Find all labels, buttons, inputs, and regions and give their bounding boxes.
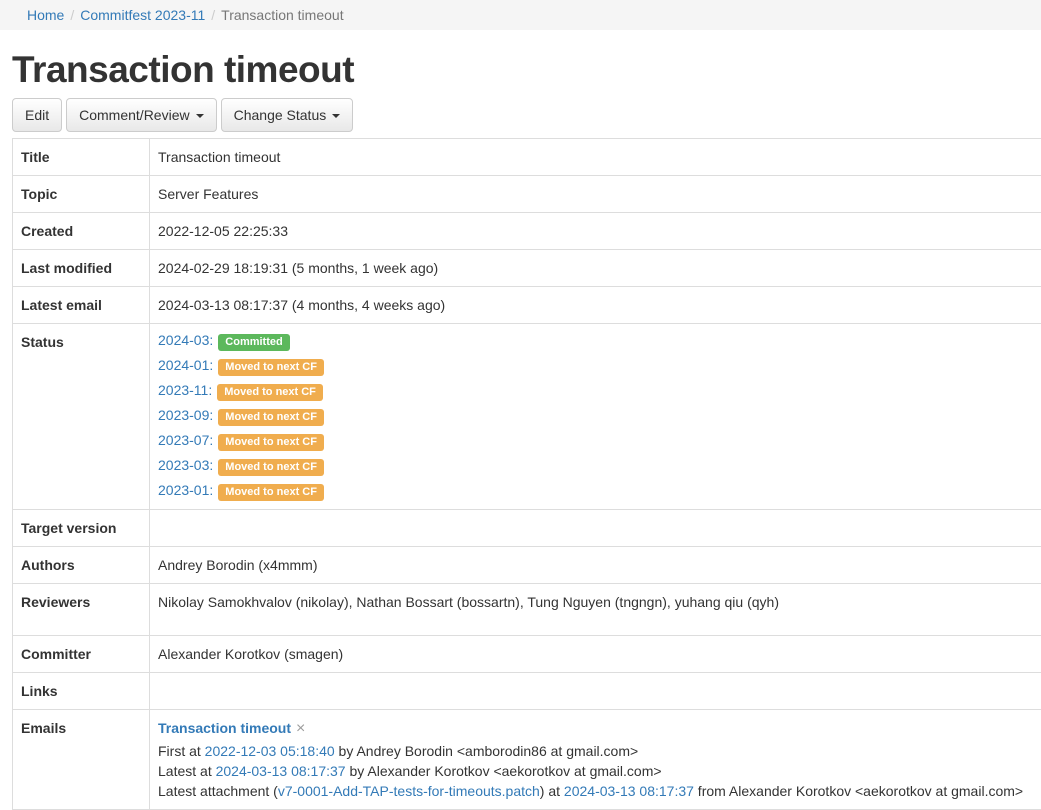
change-status-button[interactable]: Change Status	[221, 98, 354, 132]
email-attachment-mid: ) at	[540, 783, 564, 799]
row-label: Created	[13, 213, 150, 250]
comment-review-button[interactable]: Comment/Review	[66, 98, 216, 132]
status-entry: 2023-09: Moved to next CF	[158, 407, 1041, 426]
status-entry: 2023-03: Moved to next CF	[158, 457, 1041, 476]
commitfest-2023-03-link[interactable]: 2023-03	[158, 457, 209, 473]
breadcrumb-current-page: Transaction timeout	[221, 7, 343, 23]
row-value: Andrey Borodin (x4mmm)	[150, 547, 1041, 584]
row-label: Status	[13, 324, 150, 510]
email-first-date-link[interactable]: 2022-12-03 05:18:40	[205, 743, 335, 759]
breadcrumb-separator: /	[205, 7, 221, 23]
status-entry: 2024-03: Committed	[158, 332, 1041, 351]
row-value: 2022-12-05 22:25:33	[150, 213, 1041, 250]
row-value: Nikolay Samokhvalov (nikolay), Nathan Bo…	[150, 584, 1041, 636]
breadcrumb-commitfest-link[interactable]: Commitfest 2023-11	[80, 7, 205, 23]
status-entry: 2024-01: Moved to next CF	[158, 357, 1041, 376]
table-row-last-modified: Last modified 2024-02-29 18:19:31 (5 mon…	[13, 250, 1041, 287]
row-value: Server Features	[150, 176, 1041, 213]
patch-detail-table: Title Transaction timeout Topic Server F…	[12, 138, 1041, 810]
caret-down-icon	[196, 114, 204, 118]
status-badge-committed: Committed	[218, 334, 289, 351]
table-row-topic: Topic Server Features	[13, 176, 1041, 213]
breadcrumb: Home/Commitfest 2023-11/Transaction time…	[0, 0, 1041, 30]
row-label: Emails	[13, 710, 150, 810]
commitfest-2023-09-link[interactable]: 2023-09	[158, 407, 209, 423]
status-colon: :	[209, 357, 213, 373]
email-first-author: by Andrey Borodin <amborodin86 at gmail.…	[335, 743, 639, 759]
breadcrumb-separator: /	[64, 7, 80, 23]
status-entry: 2023-07: Moved to next CF	[158, 432, 1041, 451]
status-badge-moved: Moved to next CF	[218, 409, 324, 426]
breadcrumb-home-link[interactable]: Home	[27, 7, 64, 23]
status-badge-moved: Moved to next CF	[218, 434, 324, 451]
email-first-line: First at 2022-12-03 05:18:40 by Andrey B…	[158, 741, 1041, 761]
status-badge-moved: Moved to next CF	[217, 384, 323, 401]
detach-thread-icon[interactable]: ×	[296, 720, 305, 737]
row-value: 2024-03-13 08:17:37 (4 months, 4 weeks a…	[150, 287, 1041, 324]
row-label: Reviewers	[13, 584, 150, 636]
table-row-title: Title Transaction timeout	[13, 139, 1041, 176]
main-content: Transaction timeout Edit Comment/Review Ch…	[0, 50, 1041, 810]
commitfest-2023-07-link[interactable]: 2023-07	[158, 432, 209, 448]
status-colon: :	[209, 482, 213, 498]
status-colon: :	[209, 332, 213, 348]
row-value: Transaction timeout	[150, 139, 1041, 176]
row-label: Title	[13, 139, 150, 176]
commitfest-2024-01-link[interactable]: 2024-01	[158, 357, 209, 373]
row-value	[150, 510, 1041, 547]
status-colon: :	[209, 432, 213, 448]
row-label: Committer	[13, 636, 150, 673]
commitfest-2023-01-link[interactable]: 2023-01	[158, 482, 209, 498]
row-label: Latest email	[13, 287, 150, 324]
status-colon: :	[208, 382, 212, 398]
status-badge-moved: Moved to next CF	[218, 484, 324, 501]
commitfest-2024-03-link[interactable]: 2024-03	[158, 332, 209, 348]
row-label: Authors	[13, 547, 150, 584]
email-first-prefix: First at	[158, 743, 205, 759]
email-latest-date-link[interactable]: 2024-03-13 08:17:37	[216, 763, 346, 779]
row-value: Alexander Korotkov (smagen)	[150, 636, 1041, 673]
row-label: Topic	[13, 176, 150, 213]
table-row-authors: Authors Andrey Borodin (x4mmm)	[13, 547, 1041, 584]
table-row-status: Status 2024-03:Committed 2024-01:Moved t…	[13, 324, 1041, 510]
email-attachment-line: Latest attachment (v7-0001-Add-TAP-tests…	[158, 781, 1041, 801]
edit-button[interactable]: Edit	[12, 98, 62, 132]
table-row-committer: Committer Alexander Korotkov (smagen)	[13, 636, 1041, 673]
status-entry: 2023-11: Moved to next CF	[158, 382, 1041, 401]
caret-down-icon	[332, 114, 340, 118]
row-label: Target version	[13, 510, 150, 547]
table-row-created: Created 2022-12-05 22:25:33	[13, 213, 1041, 250]
table-row-emails: Emails Transaction timeout × First at 202…	[13, 710, 1041, 810]
row-value: 2024-02-29 18:19:31 (5 months, 1 week ag…	[150, 250, 1041, 287]
table-row-links: Links	[13, 673, 1041, 710]
email-latest-line: Latest at 2024-03-13 08:17:37 by Alexand…	[158, 761, 1041, 781]
comment-review-label: Comment/Review	[79, 107, 189, 123]
row-label: Last modified	[13, 250, 150, 287]
commitfest-2023-11-link[interactable]: 2023-11	[158, 382, 208, 398]
row-label: Links	[13, 673, 150, 710]
email-attachment-date-link[interactable]: 2024-03-13 08:17:37	[564, 783, 694, 799]
table-row-target-version: Target version	[13, 510, 1041, 547]
email-thread-title-link[interactable]: Transaction timeout	[158, 720, 291, 736]
status-badge-moved: Moved to next CF	[218, 359, 324, 376]
row-value	[150, 673, 1041, 710]
status-entry: 2023-01: Moved to next CF	[158, 482, 1041, 501]
status-colon: :	[209, 407, 213, 423]
table-row-latest-email: Latest email 2024-03-13 08:17:37 (4 mont…	[13, 287, 1041, 324]
email-thread-header: Transaction timeout ×	[158, 718, 1041, 739]
email-attachment-author: from Alexander Korotkov <aekorotkov at g…	[694, 783, 1023, 799]
email-thread: Transaction timeout × First at 2022-12-03…	[150, 710, 1041, 810]
page-title: Transaction timeout	[12, 50, 1041, 90]
table-row-reviewers: Reviewers Nikolay Samokhvalov (nikolay),…	[13, 584, 1041, 636]
status-history: 2024-03:Committed 2024-01:Moved to next …	[150, 324, 1041, 510]
change-status-label: Change Status	[234, 107, 327, 123]
toolbar: Edit Comment/Review Change Status	[12, 98, 1041, 132]
email-latest-prefix: Latest at	[158, 763, 216, 779]
email-latest-author: by Alexander Korotkov <aekorotkov at gma…	[346, 763, 662, 779]
email-attachment-prefix: Latest attachment (	[158, 783, 278, 799]
status-badge-moved: Moved to next CF	[218, 459, 324, 476]
email-attachment-link[interactable]: v7-0001-Add-TAP-tests-for-timeouts.patch	[278, 783, 540, 799]
status-colon: :	[209, 457, 213, 473]
